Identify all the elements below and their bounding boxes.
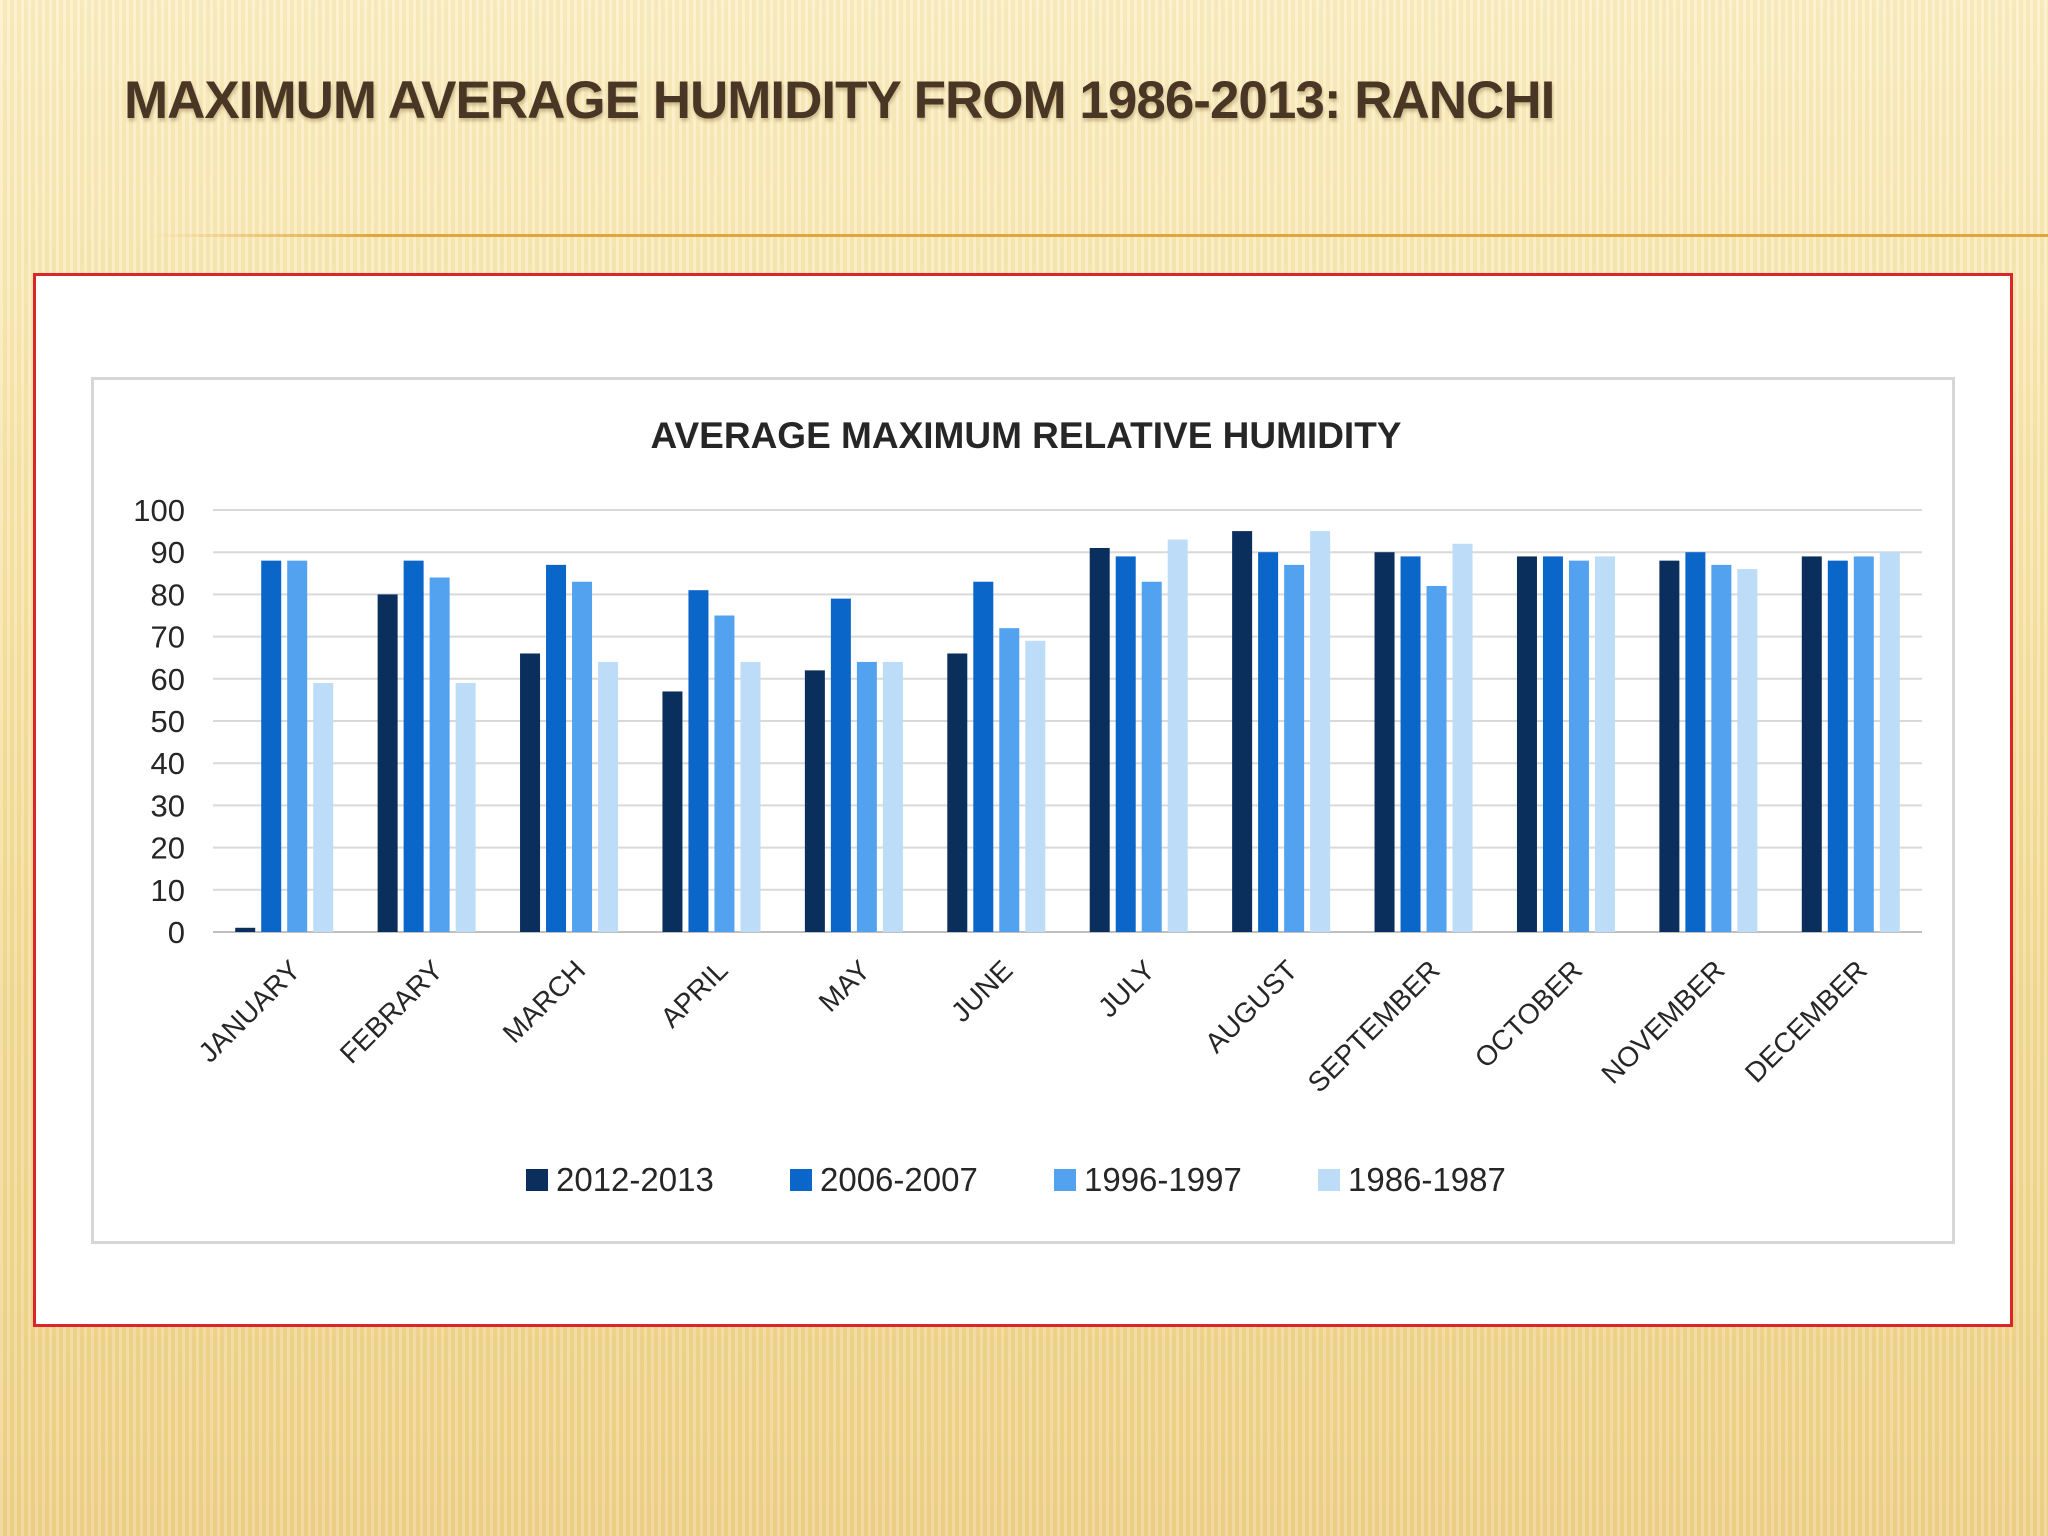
bar [403,560,424,932]
bar [947,653,968,932]
legend-swatch [526,1169,548,1191]
legend-label: 1986-1987 [1348,1161,1506,1198]
bar [287,560,308,932]
bar [1374,552,1395,932]
bar [1400,556,1421,932]
bar [1568,560,1589,932]
bar [455,683,476,932]
x-tick-label: SEPTEMBER [1302,954,1446,1098]
y-tick-label: 10 [151,873,185,908]
bar [1284,564,1305,932]
x-tick-label: JUNE [945,954,1019,1028]
legend: 2012-2013 2006-2007 1996-1997 1986-1987 [526,1161,1506,1198]
bar [235,927,256,932]
bar [1879,552,1900,932]
x-tick-label: AUGUST [1199,954,1303,1058]
bar [313,683,334,932]
y-tick-label: 90 [151,535,185,570]
slide-title: MAXIMUM AVERAGE HUMIDITY FROM 1986-2013:… [124,71,1555,130]
bar [688,590,709,932]
bar [261,560,282,932]
bar [1258,552,1279,932]
bar [1685,552,1706,932]
bar [1711,564,1732,932]
bar [999,628,1020,932]
x-tick-label: MAY [813,954,877,1018]
legend-swatch [1054,1169,1076,1191]
bar [856,661,877,932]
bar [973,581,994,932]
bar [1542,556,1563,932]
bar [1516,556,1537,932]
bar [1089,547,1110,932]
y-axis-ticks: 0 10 20 30 40 50 60 70 80 90 100 [133,493,185,950]
bars [235,531,1900,932]
y-tick-label: 70 [151,620,185,655]
bar [1452,543,1473,932]
bar [1827,560,1848,932]
x-tick-label: JANUARY [192,954,306,1068]
y-tick-label: 50 [151,704,185,739]
bar [1025,640,1046,932]
legend-label: 2012-2013 [556,1161,714,1198]
x-tick-label: JULY [1092,954,1161,1023]
bar [882,661,903,932]
y-tick-label: 20 [151,831,185,866]
bar [1141,581,1162,932]
legend-swatch [1318,1169,1340,1191]
bar [520,653,541,932]
chart-title: AVERAGE MAXIMUM RELATIVE HUMIDITY [651,415,1402,456]
y-tick-label: 0 [168,915,185,950]
bar [572,581,593,932]
bar [1167,539,1188,932]
chart-container: AVERAGE MAXIMUM RELATIVE HUMIDITY 0 10 20 3… [91,377,1955,1244]
x-tick-label: DECEMBER [1739,954,1873,1088]
bar [1737,569,1758,932]
title-divider [150,234,2048,237]
y-tick-label: 80 [151,577,185,612]
bar [1115,556,1136,932]
bar [429,577,450,932]
bar [546,564,567,932]
x-tick-label: NOVEMBER [1595,954,1730,1089]
bar [1310,531,1331,932]
x-tick-label: FEBRARY [334,954,449,1069]
x-tick-label: APRIL [655,954,734,1033]
bar [377,594,398,932]
bar [714,615,735,932]
legend-label: 1996-1997 [1084,1161,1242,1198]
y-tick-label: 40 [151,746,185,781]
legend-swatch [790,1169,812,1191]
bar [1659,560,1680,932]
legend-label: 2006-2007 [820,1161,978,1198]
bar [830,598,851,932]
x-axis-ticks: JANUARY FEBRARY MARCH APRIL MAY JUNE JULY AUGUS… [192,954,1873,1098]
gridlines [213,509,1922,933]
bar [740,661,761,932]
x-tick-label: OCTOBER [1469,954,1588,1073]
y-tick-label: 30 [151,788,185,823]
bar [804,670,825,932]
bar-chart: AVERAGE MAXIMUM RELATIVE HUMIDITY 0 10 20 3… [133,415,1922,1198]
bar [1232,531,1253,932]
y-tick-label: 60 [151,662,185,697]
bar [662,691,683,932]
bar [598,661,619,932]
bar [1853,556,1874,932]
bar [1801,556,1822,932]
bar [1594,556,1615,932]
x-tick-label: MARCH [497,954,592,1049]
bar [1426,585,1447,932]
y-tick-label: 100 [133,493,185,528]
